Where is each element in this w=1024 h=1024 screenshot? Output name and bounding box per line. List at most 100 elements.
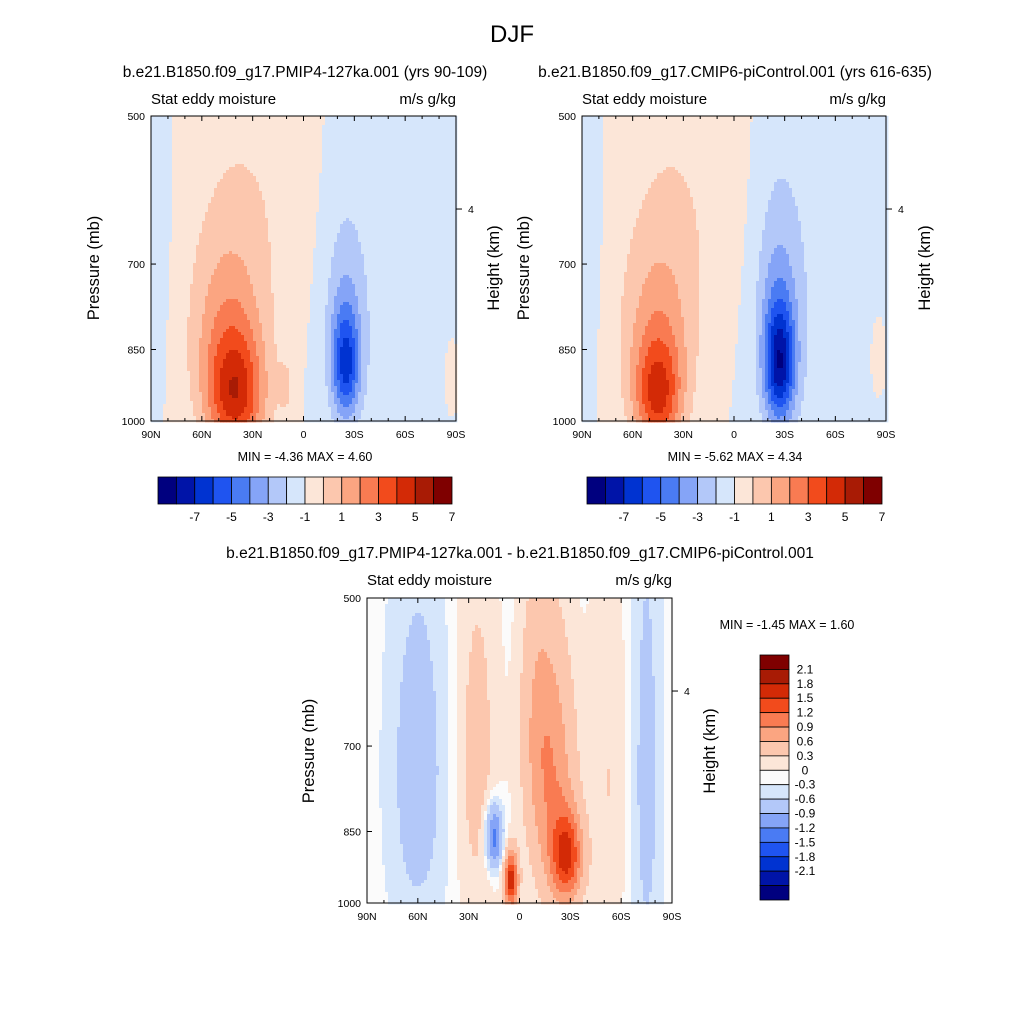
field-cell: [253, 206, 257, 210]
field-cell: [271, 200, 275, 204]
field-cell: [163, 179, 167, 183]
field-cell: [238, 176, 242, 180]
field-cell: [307, 209, 311, 213]
field-cell: [193, 185, 197, 189]
field-cell: [358, 203, 362, 207]
field-cell: [436, 164, 440, 168]
field-cell: [208, 242, 212, 246]
field-cell: [421, 260, 425, 264]
field-cell: [430, 200, 434, 204]
field-cell: [331, 143, 335, 147]
field-cell: [436, 230, 440, 234]
field-cell: [367, 215, 371, 219]
field-cell: [322, 161, 326, 165]
field-cell: [286, 257, 290, 261]
field-cell: [409, 209, 413, 213]
field-cell: [379, 206, 383, 210]
field-cell: [241, 143, 245, 147]
field-cell: [250, 182, 254, 186]
field-cell: [364, 125, 368, 129]
field-cell: [199, 191, 203, 195]
field-cell: [388, 116, 392, 120]
field-cell: [178, 152, 182, 156]
field-cell: [367, 254, 371, 258]
field-cell: [409, 215, 413, 219]
field-cell: [397, 215, 401, 219]
field-cell: [439, 251, 443, 255]
field-cell: [337, 191, 341, 195]
field-cell: [178, 155, 182, 159]
field-cell: [214, 170, 218, 174]
field-cell: [445, 176, 449, 180]
field-cell: [325, 116, 329, 120]
field-cell: [400, 200, 404, 204]
field-cell: [364, 197, 368, 201]
field-cell: [274, 257, 278, 261]
field-cell: [394, 260, 398, 264]
field-cell: [391, 197, 395, 201]
field-cell: [253, 170, 257, 174]
field-cell: [430, 194, 434, 198]
field-cell: [310, 206, 314, 210]
field-cell: [250, 254, 254, 258]
field-cell: [364, 143, 368, 147]
field-cell: [436, 143, 440, 147]
field-cell: [385, 203, 389, 207]
field-cell: [277, 125, 281, 129]
field-cell: [244, 164, 248, 168]
field-cell: [154, 134, 158, 138]
field-cell: [373, 179, 377, 183]
field-cell: [274, 194, 278, 198]
field-cell: [238, 182, 242, 186]
field-cell: [415, 143, 419, 147]
field-cell: [205, 161, 209, 165]
field-cell: [268, 170, 272, 174]
field-cell: [277, 230, 281, 234]
field-cell: [367, 194, 371, 198]
field-cell: [394, 194, 398, 198]
field-cell: [214, 227, 218, 231]
field-cell: [427, 233, 431, 237]
field-cell: [334, 254, 338, 258]
field-cell: [421, 176, 425, 180]
field-cell: [274, 158, 278, 162]
field-cell: [448, 122, 452, 126]
field-cell: [181, 131, 185, 135]
field-cell: [340, 257, 344, 261]
field-cell: [433, 152, 437, 156]
field-cell: [340, 176, 344, 180]
field-cell: [220, 209, 224, 213]
field-cell: [166, 182, 170, 186]
field-cell: [226, 116, 230, 120]
field-cell: [292, 257, 296, 261]
field-cell: [151, 203, 155, 207]
field-cell: [214, 149, 218, 153]
field-cell: [334, 167, 338, 171]
field-cell: [151, 134, 155, 138]
field-cell: [316, 134, 320, 138]
field-cell: [193, 155, 197, 159]
field-cell: [358, 224, 362, 228]
field-cell: [238, 221, 242, 225]
field-cell: [292, 140, 296, 144]
field-cell: [394, 206, 398, 210]
field-cell: [184, 239, 188, 243]
field-cell: [388, 179, 392, 183]
field-cell: [193, 179, 197, 183]
field-cell: [373, 260, 377, 264]
field-cell: [241, 200, 245, 204]
field-cell: [223, 143, 227, 147]
field-cell: [331, 236, 335, 240]
field-cell: [217, 188, 221, 192]
field-cell: [226, 257, 230, 261]
field-cell: [367, 125, 371, 129]
field-cell: [325, 209, 329, 213]
field-cell: [430, 167, 434, 171]
field-cell: [154, 116, 158, 120]
field-cell: [352, 194, 356, 198]
field-cell: [442, 257, 446, 261]
field-cell: [409, 203, 413, 207]
field-cell: [289, 158, 293, 162]
field-cell: [262, 242, 266, 246]
